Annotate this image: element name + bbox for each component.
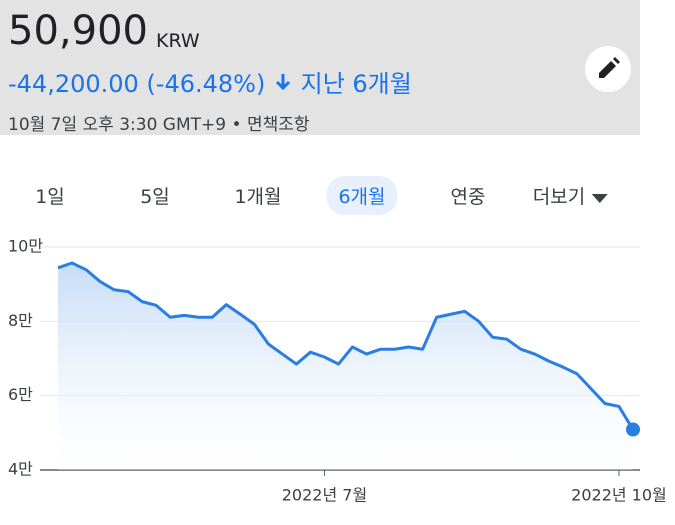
change: -44,200.00 (-46.48%) 지난 6개월 — [8, 64, 412, 99]
disclaimer[interactable]: 면책조항 — [246, 115, 310, 135]
tab-label: 6개월 — [338, 186, 386, 208]
down-arrow — [275, 74, 291, 91]
x-tick-label: 2022년 10월 — [571, 486, 667, 505]
timestamp-row: 10월 7일 오후 3:30 GMT+9 • 면책조항 — [8, 110, 310, 135]
y-tick-label: 8만 — [8, 311, 33, 330]
y-tick-label: 10만 — [8, 237, 43, 256]
separator: • — [231, 115, 242, 135]
timestamp: 10월 7일 오후 3:30 GMT+9 — [8, 115, 227, 135]
y-tick-label: 4만 — [8, 460, 33, 479]
edit-button[interactable] — [585, 46, 631, 92]
tab-label: 1일 — [35, 186, 65, 208]
range-tab[interactable]: 6개월 — [326, 176, 398, 215]
area — [58, 262, 633, 470]
currency: KRW — [156, 30, 200, 52]
pencil-icon — [599, 57, 620, 78]
quote-header: 50,900 KRW -44,200.00 (-46.48%) 지난 6개월 1… — [0, 0, 640, 135]
range-tab[interactable]: 1개월 — [222, 176, 293, 215]
range-tab[interactable]: 1일 — [23, 176, 77, 215]
tab-label: 연중 — [450, 186, 486, 208]
price-line — [57, 261, 635, 431]
range-tab[interactable]: 더보기 — [521, 176, 620, 215]
change-value: -44,200.00 (-46.48%) — [8, 70, 266, 98]
price: 50,900 — [8, 8, 148, 54]
tab-label: 5일 — [140, 186, 170, 208]
tab-label: 더보기 — [532, 186, 586, 208]
dropdown-caret — [591, 194, 608, 203]
last-point — [626, 422, 640, 437]
range-tab[interactable]: 5일 — [128, 176, 182, 215]
tab-label: 1개월 — [234, 186, 282, 208]
range-tab[interactable]: 연중 — [439, 176, 498, 215]
x-tick-label: 2022년 7월 — [282, 486, 367, 505]
y-tick-label: 6만 — [8, 385, 33, 404]
period: 지난 6개월 — [300, 70, 412, 98]
